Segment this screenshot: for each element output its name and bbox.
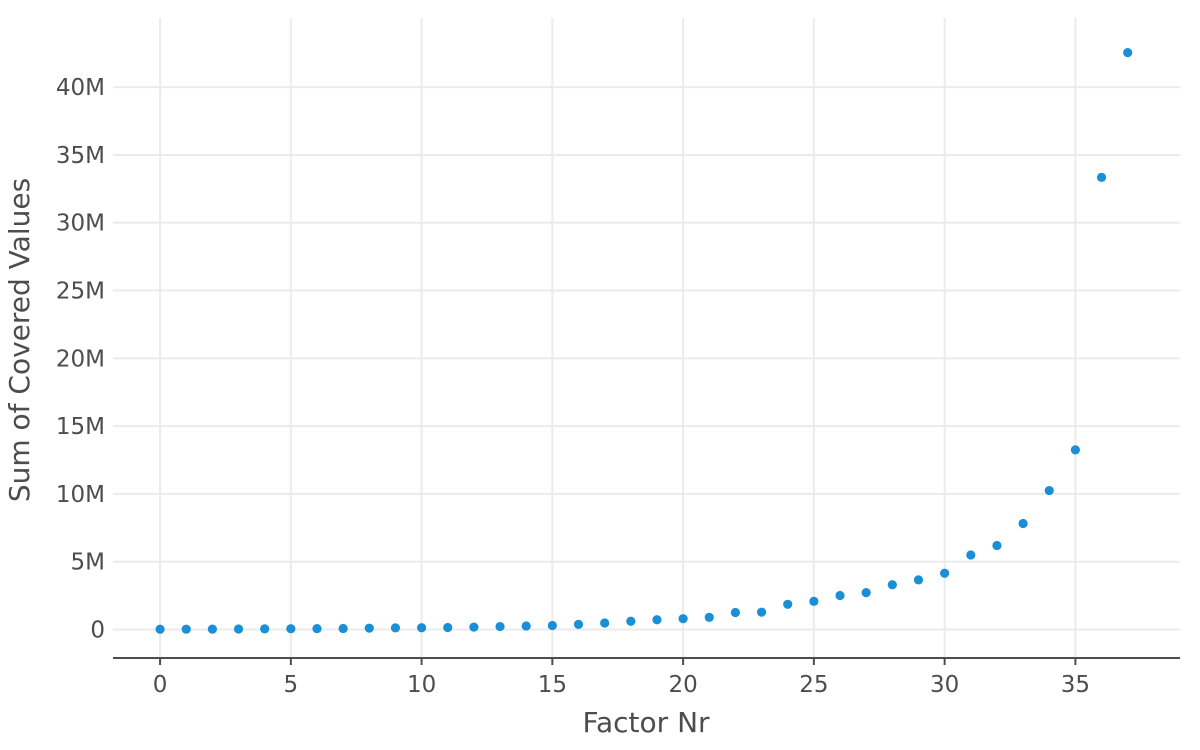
data-point [992,540,1002,551]
data-point [260,624,270,634]
data-point [1070,445,1080,455]
data-point [469,622,479,632]
data-point [887,580,897,590]
data-point [1123,47,1133,58]
data-point [207,624,217,634]
y-axis-title: Sum of Covered Values [3,178,36,502]
data-point [312,623,322,634]
y-tick-label: 20M [56,346,105,372]
data-point [416,623,427,633]
data-point [730,607,741,618]
x-tick-label: 25 [799,672,828,698]
data-point [233,624,244,634]
y-tick-label: 0 [90,618,105,644]
data-point [495,621,505,632]
data-point [861,588,871,598]
x-tick-label: 35 [1061,672,1090,698]
data-points [155,47,1133,634]
data-point [835,590,845,601]
data-point [547,620,557,631]
y-tick-label: 40M [56,75,105,101]
data-point [966,550,976,560]
data-point [573,619,584,629]
data-point [809,596,819,606]
data-point [338,623,348,634]
tick-labels: 0 5 10 15 20 25 30 35 0 5M 10M 15M 20M 25M 30M 35M 40M [56,75,1090,698]
data-point [626,616,636,626]
data-point [783,599,793,609]
y-tick-label: 15M [56,414,105,440]
data-point [390,623,401,633]
data-point [364,623,374,633]
x-tick-label: 30 [930,672,959,698]
data-point [286,624,296,634]
data-point [652,615,662,625]
data-point [913,575,924,585]
x-tick-label: 20 [668,672,697,698]
data-point [940,568,950,578]
data-point [1018,518,1028,529]
y-tick-label: 5M [71,550,105,576]
y-tick-label: 10M [56,482,105,508]
x-axis-title: Factor Nr [582,706,710,739]
y-tick-label: 25M [56,279,105,305]
data-point [704,612,714,622]
x-tick-label: 0 [153,672,168,698]
x-axis [113,657,1180,665]
data-point [521,621,531,631]
data-point [181,624,191,634]
x-tick-label: 15 [538,672,567,698]
data-point [600,618,610,628]
y-tick-label: 30M [56,211,105,237]
data-point [678,614,688,624]
x-tick-label: 10 [407,672,436,698]
data-point [443,622,453,633]
x-tick-label: 5 [284,672,299,698]
data-point [1044,485,1054,496]
data-point [756,607,767,617]
grid-lines [113,18,1180,658]
y-tick-label: 35M [56,143,105,169]
data-point [1096,172,1107,182]
data-point [155,624,165,634]
